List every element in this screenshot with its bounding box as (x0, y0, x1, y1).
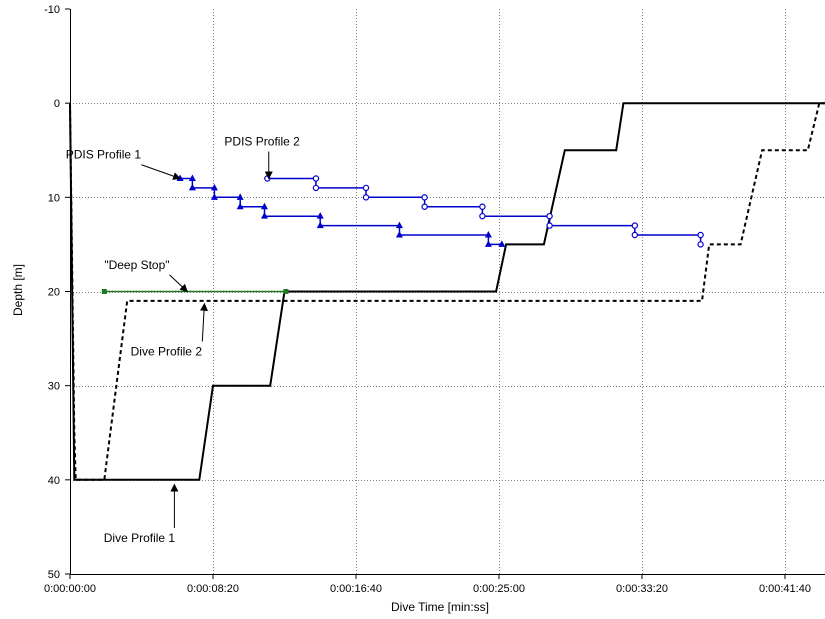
y-tick-label: 10 (48, 192, 60, 204)
pdis-profile-2-point (422, 195, 427, 200)
x-tick-label: 0:00:41:40 (759, 583, 811, 595)
annotation-label: Dive Profile 1 (104, 531, 176, 545)
pdis-profile-2-point (698, 232, 703, 237)
y-tick-label: 50 (48, 569, 60, 581)
annotation-label: PDIS Profile 2 (224, 135, 300, 149)
pdis-profile-2-point (632, 223, 637, 228)
pdis-profile-2-point (632, 232, 637, 237)
x-tick-label: 0:00:00:00 (44, 583, 96, 595)
y-axis-label: Depth [m] (11, 264, 25, 316)
y-tick-label: 30 (48, 381, 60, 393)
x-tick-label: 0:00:25:00 (473, 583, 525, 595)
pdis-profile-2-point (422, 204, 427, 209)
x-tick-label: 0:00:08:20 (187, 583, 239, 595)
y-tick-label: 0 (54, 98, 60, 110)
y-tick-label: 20 (48, 287, 60, 299)
pdis-profile-2-point (547, 214, 552, 219)
pdis-profile-2-point (313, 176, 318, 181)
annotation-label: Dive Profile 2 (131, 345, 203, 359)
x-tick-label: 0:00:33:20 (616, 583, 668, 595)
y-tick-label: 40 (48, 475, 60, 487)
annotation-label: PDIS Profile 1 (66, 148, 142, 162)
pdis-profile-2-point (480, 204, 485, 209)
pdis-profile-2-point (480, 214, 485, 219)
x-axis-label: Dive Time [min:ss] (391, 600, 489, 614)
annotation-label: "Deep Stop" (104, 258, 169, 272)
x-tick-label: 0:00:16:40 (330, 583, 382, 595)
deep-stop-point (283, 289, 288, 294)
pdis-profile-2-point (698, 242, 703, 247)
y-tick-label: -10 (44, 4, 60, 16)
deep-stop-point (102, 289, 107, 294)
pdis-profile-2-point (363, 185, 368, 190)
pdis-profile-2-point (363, 195, 368, 200)
pdis-profile-2-point (547, 223, 552, 228)
pdis-profile-2-point (313, 185, 318, 190)
